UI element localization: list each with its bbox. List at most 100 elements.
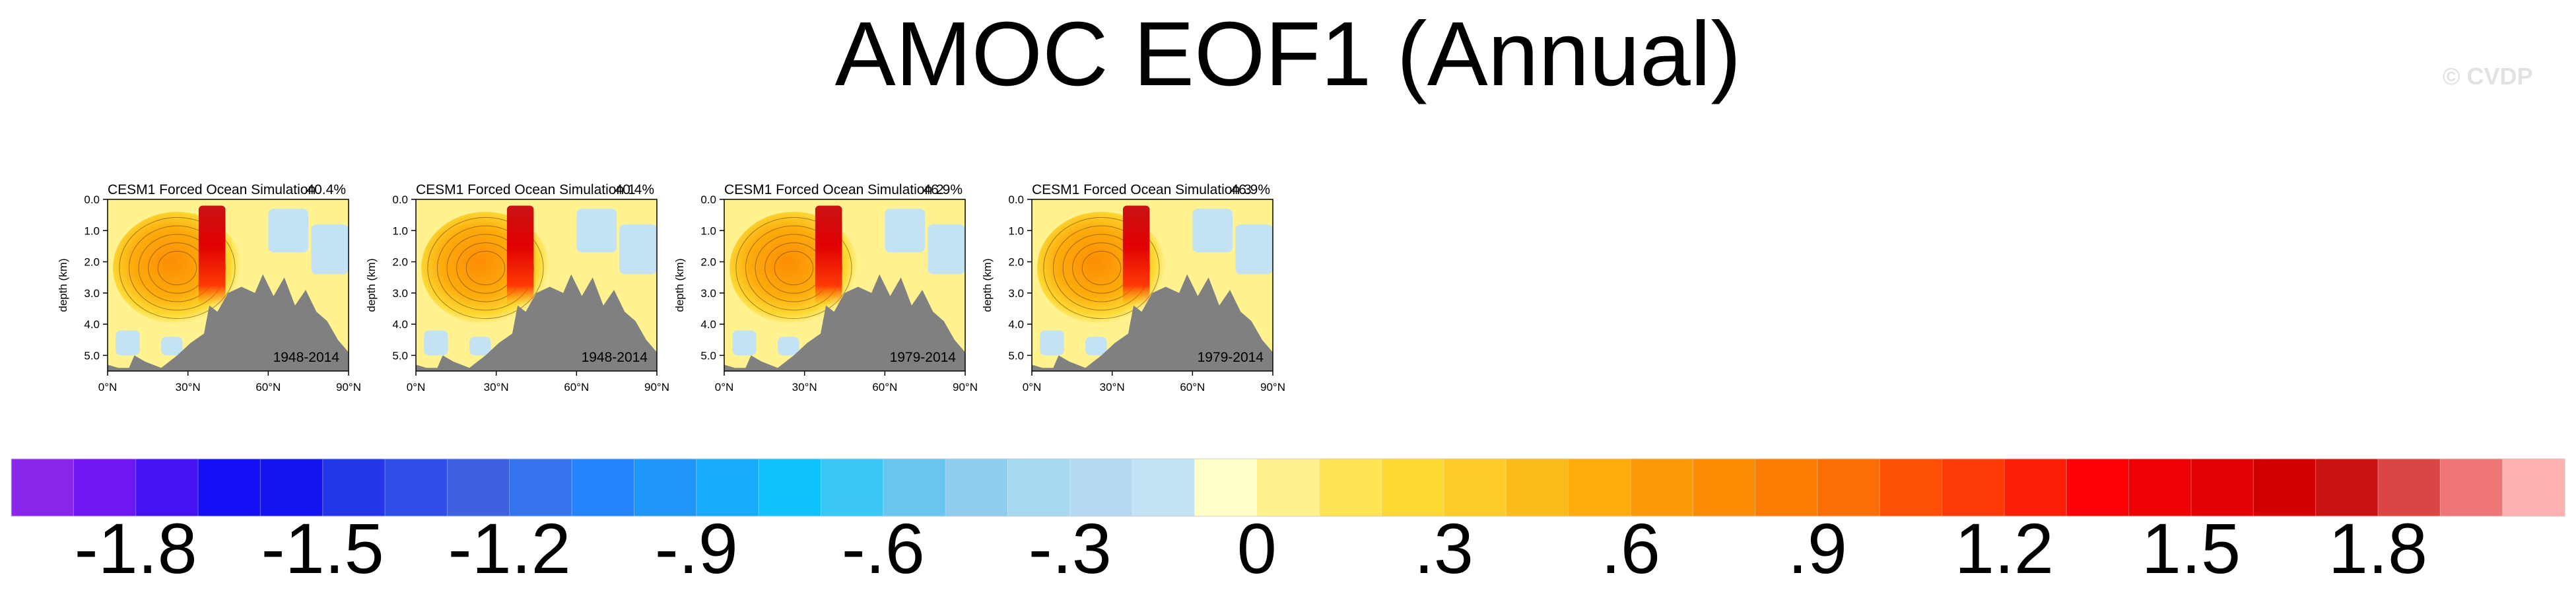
colorbar-swatch — [2440, 459, 2503, 516]
x-tick-label: 60°N — [564, 381, 589, 393]
panel-frame — [107, 199, 349, 372]
colorbar-label: .9 — [1788, 508, 1847, 588]
colorbar-swatch — [2253, 459, 2317, 516]
contour-line — [465, 250, 506, 286]
colorbar-swatch — [1568, 459, 1631, 516]
colorbar-swatch — [447, 459, 510, 516]
negative-anomaly-patch — [1235, 224, 1273, 275]
core-maximum — [198, 205, 226, 306]
colorbar-swatch — [2315, 459, 2379, 516]
y-tick-label: 0.0 — [1008, 193, 1024, 206]
y-tick-label: 1.0 — [700, 224, 716, 237]
colorbar-swatches — [11, 458, 2565, 517]
panel-period: 1948-2014 — [582, 350, 648, 365]
y-tick-label: 4.0 — [700, 318, 716, 331]
colorbar-label: -.6 — [842, 508, 925, 588]
bathymetry — [1032, 274, 1273, 371]
x-tick-label: 30°N — [484, 381, 509, 393]
negative-anomaly-patch — [885, 209, 926, 253]
panel-period: 1979-2014 — [1198, 350, 1264, 365]
y-axis-label: depth (km) — [673, 258, 686, 312]
y-tick-label: 1.0 — [84, 224, 100, 237]
contour-line — [427, 217, 544, 320]
panel-grid: 0.0 1.0 2.0 3.0 4.0 5.0 0°N 30°N 60°N 90°N depth (… — [57, 182, 1285, 393]
colorbar-swatch — [1880, 459, 1943, 516]
colorbar-swatch — [1007, 459, 1071, 516]
colorbar-swatch — [2066, 459, 2130, 516]
colorbar-labels: -1.8 -1.5 -1.2 -.9 -.6 -.3 0 .3 .6 .9 1.2 1.5 1.8 — [75, 508, 2427, 588]
y-tick-label: 0.0 — [700, 193, 716, 206]
y-tick-label: 2.0 — [84, 256, 100, 269]
negative-anomaly-patch — [469, 337, 491, 356]
y-tick-label: 5.0 — [1008, 349, 1024, 362]
y-axis-label: depth (km) — [981, 258, 994, 312]
contour-line — [1081, 250, 1122, 286]
colorbar-swatch — [2190, 459, 2254, 516]
colorbar-swatch — [2502, 459, 2565, 516]
panel-frame — [1031, 199, 1273, 372]
x-tick-label: 30°N — [176, 381, 201, 393]
y-tick-label: 3.0 — [392, 287, 408, 300]
colorbar-swatch — [1443, 459, 1507, 516]
y-tick-label: 4.0 — [392, 318, 408, 331]
colorbar-label: -.3 — [1029, 508, 1112, 588]
negative-anomaly-patch — [268, 209, 309, 253]
colorbar-swatch — [2128, 459, 2192, 516]
negative-anomaly-patch — [1040, 330, 1064, 356]
colorbar-swatch — [1256, 459, 1320, 516]
colorbar-label: .3 — [1414, 508, 1474, 588]
negative-anomaly-patch — [161, 337, 183, 356]
x-tick-label: 60°N — [1180, 381, 1205, 393]
panel-title: CESM1 Forced Ocean Simulation 2 — [724, 182, 944, 197]
page-title: AMOC EOF1 (Annual) — [834, 3, 1742, 105]
y-tick-label: 2.0 — [392, 256, 408, 269]
contour-line — [774, 250, 814, 286]
y-tick-label: 5.0 — [700, 349, 716, 362]
core-maximum — [1122, 205, 1150, 306]
negative-anomaly-patch — [928, 224, 965, 275]
colorbar-swatch — [1132, 459, 1196, 516]
panel: 0.0 1.0 2.0 3.0 4.0 5.0 0°N 30°N 60°N 90°N depth (… — [57, 182, 361, 393]
colorbar-label: 1.8 — [2328, 508, 2427, 588]
panel-title: CESM1 Forced Ocean Simulation — [108, 182, 316, 197]
x-tick-label: 30°N — [792, 381, 817, 393]
colorbar-label: -.9 — [655, 508, 738, 588]
contour-line — [735, 217, 852, 320]
y-tick-label: 2.0 — [1008, 256, 1024, 269]
colorbar-swatch — [821, 459, 884, 516]
colorbar-swatch — [945, 459, 1009, 516]
colorbar-swatch — [73, 459, 137, 516]
colorbar-swatch — [1319, 459, 1382, 516]
y-tick-label: 5.0 — [84, 349, 100, 362]
negative-anomaly-patch — [1192, 209, 1233, 253]
x-tick-label: 30°N — [1100, 381, 1125, 393]
panel-frame — [415, 199, 658, 372]
panel-title: CESM1 Forced Ocean Simulation 1 — [416, 182, 636, 197]
x-tick-label: 90°N — [953, 381, 978, 393]
panel: 0.0 1.0 2.0 3.0 4.0 5.0 0°N 30°N 60°N 90°N depth (… — [981, 182, 1285, 393]
colorbar-swatch — [2377, 459, 2441, 516]
colorbar-frame — [11, 458, 2565, 517]
colorbar-swatch — [260, 459, 323, 516]
colorbar-swatch — [322, 459, 386, 516]
colorbar: -1.8 -1.5 -1.2 -.9 -.6 -.3 0 .3 .6 .9 1.2 1.5 1.8 — [11, 458, 2565, 588]
colorbar-label: .6 — [1601, 508, 1660, 588]
bathymetry — [108, 274, 349, 371]
y-tick-label: 1.0 — [392, 224, 408, 237]
colorbar-swatch — [883, 459, 946, 516]
x-tick-label: 0°N — [1023, 381, 1042, 393]
panel-variance-percent: 46.9% — [923, 182, 963, 197]
colorbar-swatch — [198, 459, 261, 516]
panel-period: 1979-2014 — [890, 350, 957, 365]
negative-anomaly-patch — [576, 209, 617, 253]
colorbar-label: 1.5 — [2142, 508, 2241, 588]
colorbar-swatch — [572, 459, 635, 516]
negative-anomaly-patch — [424, 330, 448, 356]
y-tick-label: 5.0 — [392, 349, 408, 362]
negative-anomaly-patch — [116, 330, 140, 356]
y-tick-label: 3.0 — [700, 287, 716, 300]
x-tick-label: 60°N — [872, 381, 897, 393]
colorbar-swatch — [1755, 459, 1818, 516]
colorbar-swatch — [1630, 459, 1693, 516]
core-maximum — [506, 205, 534, 306]
